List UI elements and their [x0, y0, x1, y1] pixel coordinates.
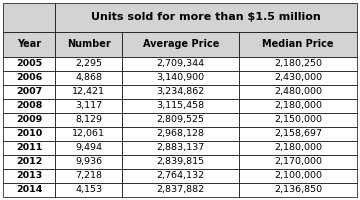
Text: 2012: 2012	[16, 157, 42, 166]
Text: 2,839,815: 2,839,815	[157, 157, 205, 166]
Bar	[55, 113, 122, 127]
Bar	[55, 32, 122, 57]
Text: 3,117: 3,117	[75, 101, 102, 110]
Text: 2,180,000: 2,180,000	[274, 101, 322, 110]
Text: 9,936: 9,936	[75, 157, 102, 166]
Bar	[55, 155, 122, 169]
Text: 2,480,000: 2,480,000	[274, 87, 322, 96]
Text: 2010: 2010	[16, 129, 42, 138]
Bar	[239, 71, 357, 85]
Bar	[3, 155, 55, 169]
Text: 2007: 2007	[16, 87, 42, 96]
Text: 2,100,000: 2,100,000	[274, 171, 322, 180]
Text: 3,140,900: 3,140,900	[157, 73, 205, 82]
Bar	[3, 85, 55, 99]
Text: Year: Year	[17, 39, 41, 49]
Bar	[3, 32, 55, 57]
Bar	[55, 85, 122, 99]
Bar	[122, 85, 239, 99]
Text: 2,430,000: 2,430,000	[274, 73, 322, 82]
Bar	[239, 183, 357, 197]
Bar	[122, 169, 239, 183]
Bar	[239, 127, 357, 141]
Bar	[3, 71, 55, 85]
Bar	[239, 57, 357, 71]
Bar	[122, 71, 239, 85]
Text: 4,153: 4,153	[75, 185, 102, 194]
Text: Units sold for more than $1.5 million: Units sold for more than $1.5 million	[91, 12, 321, 22]
Bar	[55, 3, 357, 32]
Text: 2,180,000: 2,180,000	[274, 143, 322, 152]
Text: 2,883,137: 2,883,137	[157, 143, 205, 152]
Bar	[239, 155, 357, 169]
Text: Average Price: Average Price	[143, 39, 219, 49]
Bar	[239, 113, 357, 127]
Bar	[122, 57, 239, 71]
Bar	[55, 99, 122, 113]
Text: 2,968,128: 2,968,128	[157, 129, 205, 138]
Text: 12,061: 12,061	[72, 129, 105, 138]
Text: 2,837,882: 2,837,882	[157, 185, 205, 194]
Bar	[55, 183, 122, 197]
Text: 12,421: 12,421	[72, 87, 105, 96]
Text: 2,150,000: 2,150,000	[274, 115, 322, 124]
Text: 3,234,862: 3,234,862	[157, 87, 205, 96]
Bar	[122, 155, 239, 169]
Bar	[122, 32, 239, 57]
Bar	[122, 141, 239, 155]
Text: Number: Number	[67, 39, 111, 49]
Bar	[55, 71, 122, 85]
Bar	[239, 169, 357, 183]
Bar	[3, 169, 55, 183]
Bar	[3, 113, 55, 127]
Text: 2,180,250: 2,180,250	[274, 59, 322, 68]
Bar	[239, 141, 357, 155]
Bar	[239, 32, 357, 57]
Text: 2011: 2011	[16, 143, 42, 152]
Bar	[3, 99, 55, 113]
Text: 2,709,344: 2,709,344	[157, 59, 205, 68]
Text: 2,158,697: 2,158,697	[274, 129, 322, 138]
Text: 2005: 2005	[16, 59, 42, 68]
Bar	[55, 127, 122, 141]
Text: 2,764,132: 2,764,132	[157, 171, 205, 180]
Bar	[3, 3, 55, 32]
Text: 2014: 2014	[16, 185, 42, 194]
Bar	[122, 127, 239, 141]
Bar	[3, 141, 55, 155]
Text: 2,295: 2,295	[75, 59, 102, 68]
Bar	[239, 85, 357, 99]
Bar	[55, 169, 122, 183]
Text: 2009: 2009	[16, 115, 42, 124]
Bar	[3, 57, 55, 71]
Text: 7,218: 7,218	[75, 171, 102, 180]
Bar	[55, 57, 122, 71]
Bar	[3, 127, 55, 141]
Text: 3,115,458: 3,115,458	[157, 101, 205, 110]
Text: 2006: 2006	[16, 73, 42, 82]
Text: 9,494: 9,494	[75, 143, 102, 152]
Bar	[3, 183, 55, 197]
Text: 8,129: 8,129	[75, 115, 102, 124]
Bar	[122, 99, 239, 113]
Bar	[239, 99, 357, 113]
Text: 2,170,000: 2,170,000	[274, 157, 322, 166]
Text: 2008: 2008	[16, 101, 42, 110]
Bar	[122, 183, 239, 197]
Bar	[55, 141, 122, 155]
Text: 2,136,850: 2,136,850	[274, 185, 322, 194]
Text: Median Price: Median Price	[262, 39, 334, 49]
Bar	[122, 113, 239, 127]
Text: 2,809,525: 2,809,525	[157, 115, 205, 124]
Text: 2013: 2013	[16, 171, 42, 180]
Text: 4,868: 4,868	[75, 73, 102, 82]
